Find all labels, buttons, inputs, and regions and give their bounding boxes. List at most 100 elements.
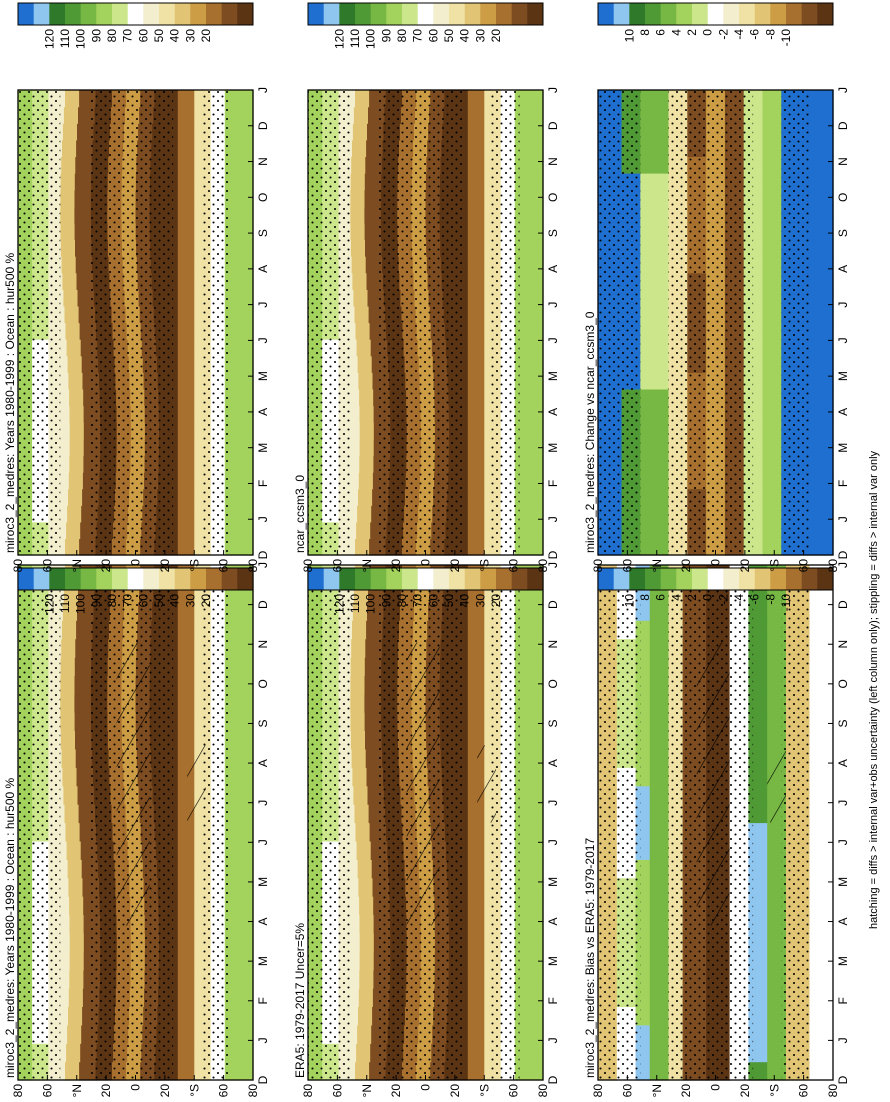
heatmap-cell [68,372,84,390]
heatmap-cell [350,712,366,732]
heatmap-cell [467,657,485,676]
heatmap-cell [809,601,834,621]
heatmap-cell [351,748,367,768]
heatmap-cell [748,1006,768,1026]
heatmap-cell [65,1061,80,1081]
colorbar-swatch [18,3,35,25]
heatmap-cell [809,1024,834,1044]
heatmap-cell [224,206,254,224]
x-tick-label: N [256,640,270,649]
heatmap-cell [60,206,75,224]
heatmap-cell [177,505,195,523]
colorbar-tick-label: 2 [685,594,699,601]
heatmap-cell [649,1043,670,1063]
x-tick-label: S [256,229,270,237]
heatmap-cell [224,620,254,640]
heatmap-cell [74,675,92,695]
heatmap-cell [353,289,369,307]
heatmap-cell [762,123,782,141]
colorbar-tick-label: 30 [183,29,197,43]
heatmap-cell [177,355,195,373]
x-tick-label: O [546,679,560,688]
colorbar-swatch [159,568,176,590]
colorbar-swatch [480,568,497,590]
colorbar-tick-label: 100 [364,29,378,49]
heatmap-cell [514,712,544,732]
heatmap-cell [224,748,254,768]
x-tick-label: J [836,87,850,93]
heatmap-cell [514,289,544,307]
heatmap-cell [762,322,782,340]
heatmap-cell [649,638,670,658]
heatmap-cell [177,712,195,732]
colorbar-swatch [355,568,372,590]
heatmap-cell [762,239,782,257]
heatmap-cell [177,951,195,971]
heatmap-cell [514,538,544,556]
heatmap-cell [467,538,485,556]
colorbar: 120 110 100 90 80 70 60 50 40 30 20 [307,2,544,49]
heatmap-cell [809,896,834,916]
colorbar-swatch [629,568,646,590]
heatmap-cell [74,222,92,241]
y-tick-label: 20 [448,559,462,573]
heatmap-cell [640,422,670,440]
colorbar-swatch [692,568,709,590]
heatmap-cell [640,472,670,490]
colorbar-tick-label: 10 [622,29,636,43]
heatmap-cell [67,505,82,523]
y-tick-label: °S [477,559,491,572]
heatmap-cell [640,156,670,174]
heatmap-cell [467,693,485,713]
colorbar-tick-label: 30 [473,29,487,43]
heatmap-cell [640,372,670,390]
colorbar-tick-label: -2 [716,29,730,40]
colorbar: 120 110 100 90 80 70 60 50 40 30 20 [17,567,254,614]
heatmap-cell [224,305,254,324]
heatmap-cell [640,388,670,407]
y-tick-label: 0 [129,1084,143,1091]
heatmap-cell [467,1024,485,1044]
colorbar-tick-label: 4 [669,29,683,36]
heatmap-cell [640,206,670,224]
heatmap-cell [364,712,382,732]
heatmap-cell [224,804,254,824]
heatmap-cell [762,305,782,324]
heatmap-cell [640,272,670,290]
heatmap-cell [224,767,254,787]
heatmap-cell [75,239,93,257]
heatmap-cell [61,256,77,274]
heatmap-cell [177,914,195,934]
heatmap-cell [649,620,670,640]
heatmap-cell [61,748,77,768]
heatmap-cell [748,932,768,952]
y-tick-label: 60 [620,559,634,573]
heatmap-cell [60,675,76,695]
heatmap-cell [356,521,371,539]
x-tick-label: J [256,337,270,343]
colorbar-swatch [237,568,254,590]
colorbar-swatch [80,3,97,25]
heatmap-cell [467,969,485,989]
y-tick-label: 0 [419,559,433,566]
heatmap-cell [74,693,92,713]
colorbar-swatch [598,568,615,590]
heatmap-cell [514,339,544,357]
x-tick-label: J [546,337,560,343]
colorbar-tick-label: 110 [348,29,362,48]
heatmap-cell [748,638,768,658]
x-tick-label: J [256,302,270,308]
heatmap-cell [62,123,78,141]
heatmap-cell [514,767,544,787]
heatmap-cell [467,932,485,952]
colorbar-tick-label: 20 [199,29,213,43]
colorbar-swatch [786,3,803,25]
heatmap-cell [649,1024,670,1044]
colorbar-frame [307,2,544,26]
x-tick-label: J [546,1037,560,1043]
colorbar-tick-label: 40 [458,29,472,43]
x-tick-label: M [836,956,850,966]
y-tick-label: 20 [99,1084,113,1098]
colorbar-swatch [676,568,693,590]
heatmap-cell [177,488,195,506]
